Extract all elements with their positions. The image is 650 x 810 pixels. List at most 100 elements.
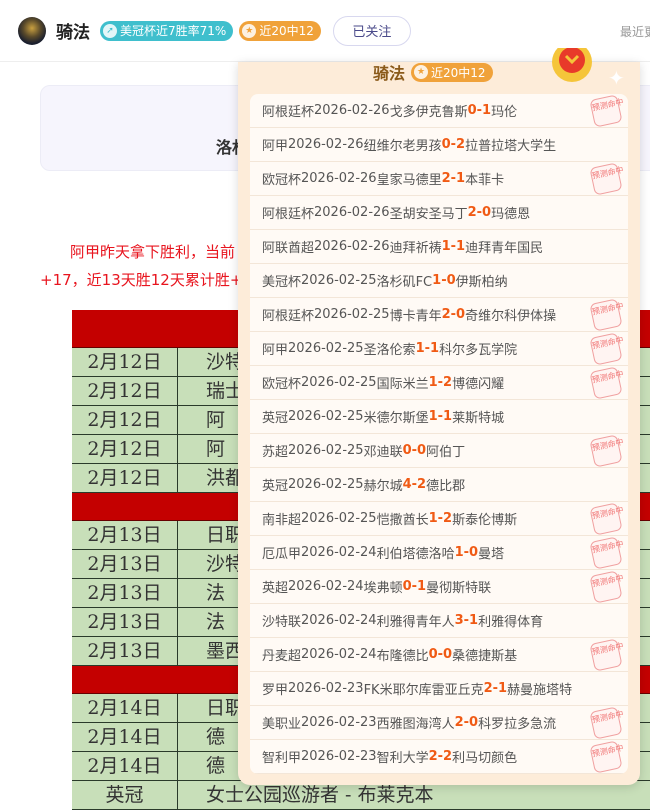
date-cell: 2月14日: [72, 752, 178, 780]
home-score: 0: [428, 647, 438, 662]
home-score: 1: [415, 341, 425, 356]
away-team: 阿伯丁: [426, 445, 466, 460]
match-item[interactable]: 阿根廷杯 2026-02-25 博卡青年 2 - 0 奇维尔科伊体操 预测命中: [250, 298, 628, 332]
date-cell: 2月14日: [72, 723, 178, 751]
match-cell: 阿: [206, 438, 226, 460]
match-item[interactable]: 阿根廷杯 2026-02-26 戈多伊克鲁斯 0 - 1 玛伦 预测命中: [250, 94, 628, 128]
date-cell: 2月13日: [72, 608, 178, 636]
star-icon: ★: [242, 23, 257, 38]
separator: -: [492, 681, 499, 696]
match-date: 2026-02-23: [301, 749, 377, 764]
home-score: 1: [441, 239, 451, 254]
date-cell: 英冠: [72, 781, 178, 809]
league-name: 罗甲: [262, 683, 289, 698]
separator: -: [437, 409, 444, 424]
league-name: 苏超: [262, 445, 289, 460]
match-date: 2026-02-24: [301, 545, 377, 560]
home-score: 2: [441, 171, 451, 186]
home-score: 2: [428, 749, 438, 764]
hit-stamp-icon: 预测命中: [589, 570, 624, 604]
match-item[interactable]: 阿根廷杯 2026-02-26 圣胡安圣马丁 2 - 0 玛德恩: [250, 196, 628, 230]
table-row: 英冠 女士公园巡游者 - 布莱克本: [72, 781, 650, 810]
match-item[interactable]: 欧冠杯 2026-02-25 国际米兰 1 - 2 博德闪耀 预测命中: [250, 366, 628, 400]
away-score: 0: [446, 273, 456, 288]
match-item[interactable]: 欧冠杯 2026-02-26 皇家马德里 2 - 1 本菲卡 预测命中: [250, 162, 628, 196]
home-team: 迪拜祈祷: [389, 241, 442, 256]
league-name: 欧冠杯: [262, 173, 302, 188]
match-date: 2026-02-26: [288, 137, 364, 152]
match-cell: 德: [206, 755, 226, 777]
home-score: 2: [483, 681, 493, 696]
match-item[interactable]: 美职业 2026-02-23 西雅图海湾人 2 - 0 科罗拉多急流 预测命中: [250, 706, 628, 740]
match-cell: 阿: [206, 409, 226, 431]
away-team: 科尔多瓦学院: [439, 343, 518, 358]
away-score: 1: [456, 239, 466, 254]
match-item[interactable]: 阿联酋超 2026-02-26 迪拜祈祷 1 - 1 迪拜青年国民: [250, 230, 628, 264]
home-team: 西雅图海湾人: [376, 717, 455, 732]
home-score: 1: [428, 511, 438, 526]
date-cell: 2月13日: [72, 521, 178, 549]
separator: -: [476, 103, 483, 118]
home-score: 4: [402, 477, 412, 492]
paragraph-line: +17，近13天胜12天累计胜+: [40, 271, 243, 289]
match-item[interactable]: 厄瓜甲 2026-02-24 利伯塔德洛哈 1 - 0 曼塔 预测命中: [250, 536, 628, 570]
match-cell: 日职: [206, 524, 245, 546]
separator: -: [411, 443, 418, 458]
hit-stamp-icon: 预测命中: [589, 706, 624, 740]
match-item[interactable]: 苏超 2026-02-25 邓迪联 0 - 0 阿伯丁 预测命中: [250, 434, 628, 468]
away-score: 2: [443, 511, 453, 526]
popup-expert-name: 骑法: [373, 64, 406, 83]
separator: -: [450, 171, 457, 186]
sparkle-icon: ✦: [608, 66, 625, 90]
match-item[interactable]: 阿甲 2026-02-25 圣洛伦索 1 - 1 科尔多瓦学院 预测命中: [250, 332, 628, 366]
match-item[interactable]: 智利甲 2026-02-23 智利大学 2 - 2 利马切颜色 预测命中: [250, 740, 628, 774]
league-name: 阿根廷杯: [262, 309, 315, 324]
match-cell: 墨西: [206, 640, 245, 662]
match-item[interactable]: 沙特联 2026-02-24 利雅得青年人 3 - 1 利雅得体育: [250, 604, 628, 638]
home-score: 2: [454, 715, 464, 730]
away-team: 德比郡: [426, 479, 466, 494]
home-team: FK米耶尔库雷亚丘克: [363, 683, 484, 698]
match-item[interactable]: 美冠杯 2026-02-25 洛杉矶FC 1 - 0 伊斯柏纳: [250, 264, 628, 298]
match-item[interactable]: 阿甲 2026-02-26 纽维尔老男孩 0 - 2 拉普拉塔大学生: [250, 128, 628, 162]
match-date: 2026-02-25: [301, 375, 377, 390]
away-team: 斯泰伦博斯: [452, 513, 518, 528]
hit-stamp-icon: 预测命中: [589, 366, 624, 400]
date-cell: 2月13日: [72, 550, 178, 578]
home-team: 布隆德比: [376, 649, 429, 664]
recent-update-link[interactable]: 最近更: [619, 25, 650, 39]
home-team: 智利大学: [376, 751, 429, 766]
home-score: 1: [432, 273, 442, 288]
match-item[interactable]: 南非超 2026-02-25 恺撒酋长 1 - 2 斯泰伦博斯 预测命中: [250, 502, 628, 536]
match-item[interactable]: 英冠 2026-02-25 米德尔斯堡 1 - 1 莱斯特城: [250, 400, 628, 434]
home-team: 恺撒酋长: [376, 513, 429, 528]
hit-stamp-icon: 预测命中: [589, 740, 624, 774]
expert-name: 骑法: [56, 23, 90, 43]
match-item[interactable]: 罗甲 2026-02-23 FK米耶尔库雷亚丘克 2 - 1 赫曼施塔特: [250, 672, 628, 706]
profile-header: 骑法 ➚ 美冠杯近7胜率71% ★ 近20中12 已关注 最近更: [0, 0, 650, 62]
league-name: 南非超: [262, 513, 302, 528]
home-team: 埃弗顿: [363, 581, 403, 596]
match-item[interactable]: 英冠 2026-02-25 赫尔城 4 - 2 德比郡: [250, 468, 628, 502]
avatar[interactable]: [18, 16, 46, 45]
star-icon: ★: [414, 65, 429, 79]
follow-button[interactable]: 已关注: [332, 15, 411, 46]
away-score: 0: [456, 307, 466, 322]
separator: -: [411, 579, 418, 594]
away-team: 赫曼施塔特: [507, 683, 573, 698]
home-score: 3: [454, 613, 464, 628]
separator: -: [424, 341, 431, 356]
date-cell: 2月13日: [72, 637, 178, 665]
hit-rate-text: 近20中12: [259, 24, 314, 38]
prediction-popup: 骑法 ★ 近20中12 ✦ 阿根廷杯 2026-02-26 戈多伊克鲁斯 0 - 1…: [238, 48, 640, 785]
away-score: 0: [469, 545, 479, 560]
match-item[interactable]: 英超 2026-02-24 埃弗顿 0 - 1 曼彻斯特联 预测命中: [250, 570, 628, 604]
away-score: 1: [417, 579, 427, 594]
match-item[interactable]: 丹麦超 2026-02-24 布隆德比 0 - 0 桑德捷斯基 预测命中: [250, 638, 628, 672]
away-score: 1: [498, 681, 508, 696]
home-team: 圣洛伦索: [363, 343, 416, 358]
hit-stamp-icon: 预测命中: [589, 162, 624, 196]
article-paragraph: 阿甲昨天拿下胜利，当前 +17，近13天胜12天累计胜+: [40, 238, 650, 294]
match-date: 2026-02-25: [314, 307, 390, 322]
match-cell: 法: [206, 582, 226, 604]
